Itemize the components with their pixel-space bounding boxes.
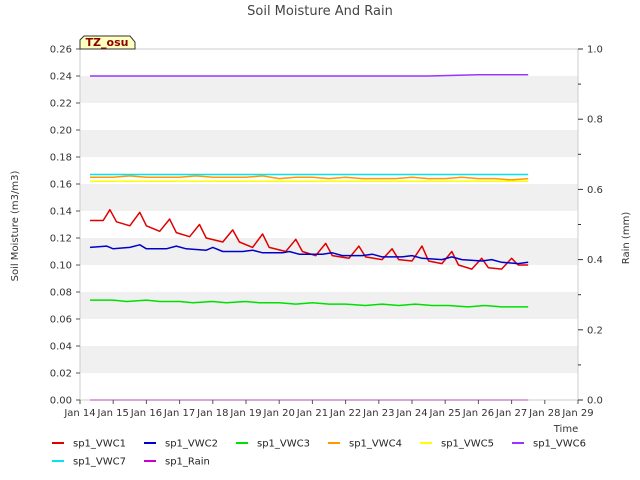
y2-tick-label: 0.6: [587, 185, 603, 196]
y-tick-label: 0.16: [50, 180, 72, 191]
badge-label: TZ_osu: [86, 36, 129, 49]
grid-band: [80, 76, 578, 103]
chart-title: Soil Moisture And Rain: [247, 4, 393, 19]
x-tick-label: Jan 27: [495, 408, 527, 419]
x-tick-label: Jan 26: [462, 408, 494, 419]
plot-area: [80, 49, 578, 400]
y-tick-label: 0.00: [50, 396, 72, 407]
legend-label: sp1_VWC7: [73, 457, 126, 468]
y-tick-label: 0.12: [50, 234, 72, 245]
y-axis-title: Soil Moisture (m3/m3): [10, 171, 21, 282]
legend-label: sp1_VWC1: [73, 439, 126, 450]
site-badge: TZ_osu: [79, 35, 136, 50]
x-tick-label: Jan 24: [395, 408, 427, 419]
legend-label: sp1_VWC3: [257, 439, 310, 450]
y-tick-label: 0.06: [50, 315, 72, 326]
legend: sp1_VWC1 sp1_VWC2 sp1_VWC3 sp1_VWC4 sp1_VWC5…: [52, 439, 586, 468]
badge-shape: [79, 35, 136, 50]
x-tick-label: Jan 21: [296, 408, 328, 419]
legend-label: sp1_VWC6: [533, 439, 586, 450]
grid-band: [80, 130, 578, 157]
x-tick-label: Jan 28: [528, 408, 560, 419]
grid-band: [80, 238, 578, 265]
x-tick-label: Jan 22: [329, 408, 361, 419]
y-tick-label: 0.04: [50, 342, 72, 353]
x-tick-label: Jan 14: [63, 408, 95, 419]
y-axis-right: 0.0 0.2 0.4 0.6 0.8 1.0: [578, 45, 603, 407]
y-tick-label: 0.02: [50, 369, 72, 380]
x-tick-label: Jan 18: [196, 408, 228, 419]
y-tick-label: 0.10: [50, 261, 72, 272]
legend-label: sp1_VWC5: [441, 439, 494, 450]
x-axis-title: Time: [553, 424, 578, 435]
x-tick-label: Jan 15: [97, 408, 129, 419]
series-line-sp1_VWC6: [90, 73, 529, 77]
y-tick-label: 0.22: [50, 99, 72, 110]
plot-background: [80, 49, 578, 400]
x-tick-label: Jan 29: [561, 408, 593, 419]
x-tick-label: Jan 19: [229, 408, 261, 419]
x-tick-label: Jan 20: [263, 408, 295, 419]
grid-band: [80, 346, 578, 373]
series-line-sp1_VWC3: [90, 299, 529, 308]
grid-band: [80, 184, 578, 211]
y2-tick-label: 0.2: [587, 325, 603, 336]
x-axis: Jan 14 Jan 15 Jan 16 Jan 17 Jan 18 Jan 19 Jan …: [63, 400, 594, 419]
x-tick-label: Jan 23: [362, 408, 394, 419]
y2-tick-label: 0.4: [587, 255, 603, 266]
x-tick-label: Jan 17: [163, 408, 195, 419]
grid-band: [80, 292, 578, 319]
y2-tick-label: 0.8: [587, 115, 603, 126]
y2-axis-title: Rain (mm): [621, 212, 632, 265]
y-tick-label: 0.26: [50, 45, 72, 56]
y-tick-label: 0.08: [50, 288, 72, 299]
series-line-sp1_VWC2: [89, 244, 529, 265]
y-tick-label: 0.14: [50, 207, 72, 218]
series-line-sp1_VWC4: [90, 175, 529, 181]
legend-label: sp1_VWC4: [349, 439, 402, 450]
y2-tick-label: 1.0: [587, 45, 603, 56]
legend-label: sp1_VWC2: [165, 439, 218, 450]
x-tick-label: Jan 25: [429, 408, 461, 419]
x-tick-label: Jan 16: [130, 408, 162, 419]
y2-tick-label: 0.0: [587, 396, 603, 407]
y-tick-label: 0.20: [50, 126, 72, 137]
y-axis-left: 0.00 0.02 0.04 0.06 0.08 0.10 0.12 0.14 0.16 0.18…: [50, 45, 80, 407]
y-tick-label: 0.24: [50, 72, 72, 83]
legend-label: sp1_Rain: [165, 457, 210, 468]
y-tick-label: 0.18: [50, 153, 72, 164]
